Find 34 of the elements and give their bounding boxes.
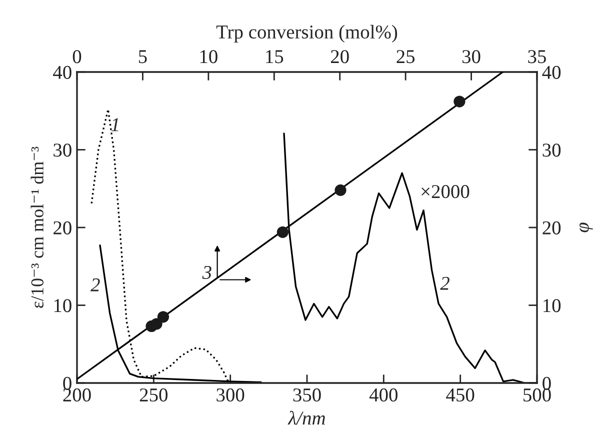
x2-tick-label: 30 [462,50,480,64]
y2-tick-label: 20 [542,221,561,234]
y2-axis-title: φ [580,222,593,232]
x2-axis-title: Trp conversion (mol%) [216,24,398,43]
y2-tick-label: 30 [542,144,561,157]
x2-tick-label: 15 [266,50,284,64]
annotation: ×2000 [422,185,470,198]
y-tick-label: 30 [54,144,72,157]
y2-tick-label: 40 [542,66,561,79]
y2-tick-label: 10 [544,299,561,312]
x-tick-label: 300 [216,388,244,402]
x-tick-label: 400 [369,388,398,402]
x-tick-label: 350 [293,388,321,402]
y-tick-label: 10 [54,299,72,312]
x2-tick-label: 5 [138,50,147,64]
y-tick-label: 40 [53,66,72,79]
x-tick-label: 500 [524,388,551,402]
x-tick-label: 250 [140,388,168,402]
y-axis-title: ε/10⁻³ cm mol⁻¹ dm⁻³ [30,146,44,308]
annotation: 2 [440,276,450,290]
x2-tick-label: 0 [72,50,82,64]
x2-tick-label: 25 [396,50,415,64]
y-tick-label: 0 [63,376,72,390]
annotation: 2 [90,278,100,292]
x-axis-title: λ/nm [288,410,325,425]
x2-tick-label: 35 [528,50,546,64]
x2-tick-label: 20 [330,50,349,64]
y2-tick-label: 0 [542,376,551,390]
x-tick-label: 200 [63,388,91,402]
annotation: 1 [111,118,118,132]
x-tick-label: 450 [446,388,474,402]
y-tick-label: 20 [54,221,72,234]
annotation: 3 [202,266,212,280]
x2-tick-label: 10 [200,50,218,64]
